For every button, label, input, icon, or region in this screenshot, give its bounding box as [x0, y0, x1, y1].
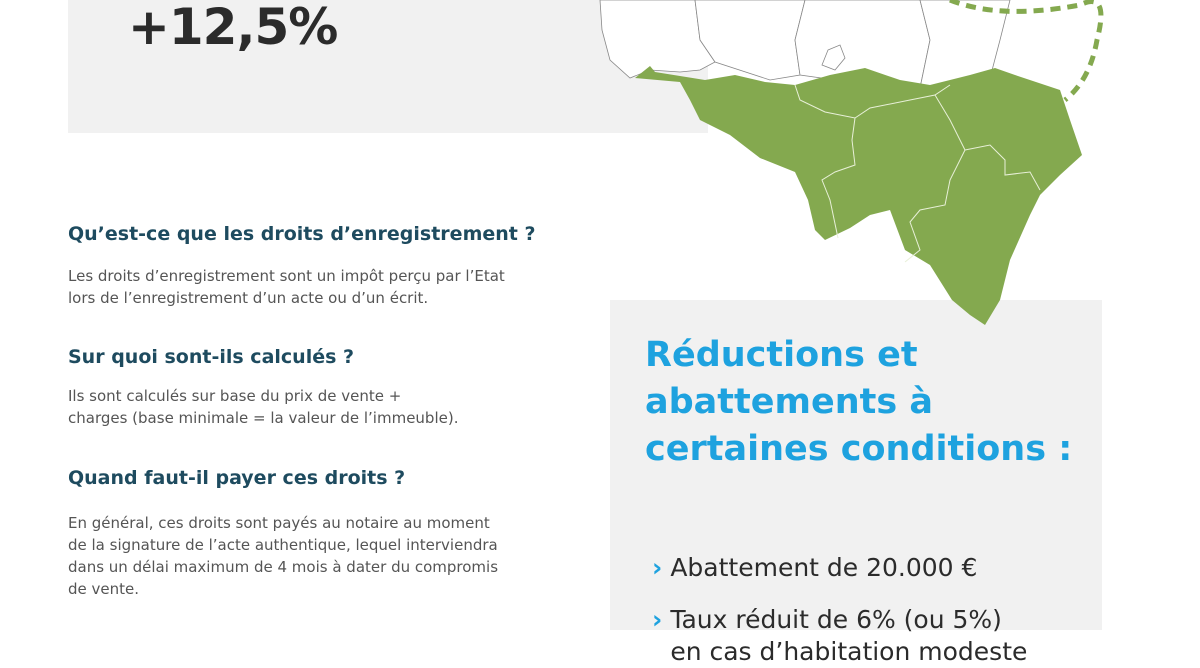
flanders-outline: [599, 0, 1011, 89]
reduction-item-text: Abattement de 20.000 €: [670, 553, 978, 582]
reduction-item: › Abattement de 20.000 €: [652, 520, 977, 584]
stat-value: +12,5%: [128, 0, 338, 56]
wallonia-region: [635, 66, 1082, 325]
faq-answer-2: Ils sont calculés sur base du prix de ve…: [68, 387, 459, 427]
faq-question-2: Sur quoi sont-ils calculés ?: [68, 346, 355, 368]
faq-question-3: Quand faut-il payer ces droits ?: [68, 467, 406, 489]
faq-answer-1: Les droits d’enregistrement sont un impô…: [68, 267, 505, 307]
reductions-title: Réductions et abattements à certaines co…: [645, 335, 1073, 469]
faq-question-1: Qu’est-ce que les droits d’enregistremen…: [68, 223, 536, 245]
province-borders: [794, 84, 1041, 263]
reduction-item-text: Taux réduit de 6% (ou 5%) en cas d’habit…: [670, 605, 1028, 666]
chevron-right-icon: ›: [652, 605, 663, 634]
reduction-item: › Taux réduit de 6% (ou 5%) en cas d’habi…: [652, 572, 1027, 668]
faq-answer-3: En général, ces droits sont payés au not…: [68, 514, 499, 598]
belgium-map: [599, 0, 1104, 325]
chevron-right-icon: ›: [652, 553, 663, 582]
reductions-panel: [610, 300, 1102, 630]
